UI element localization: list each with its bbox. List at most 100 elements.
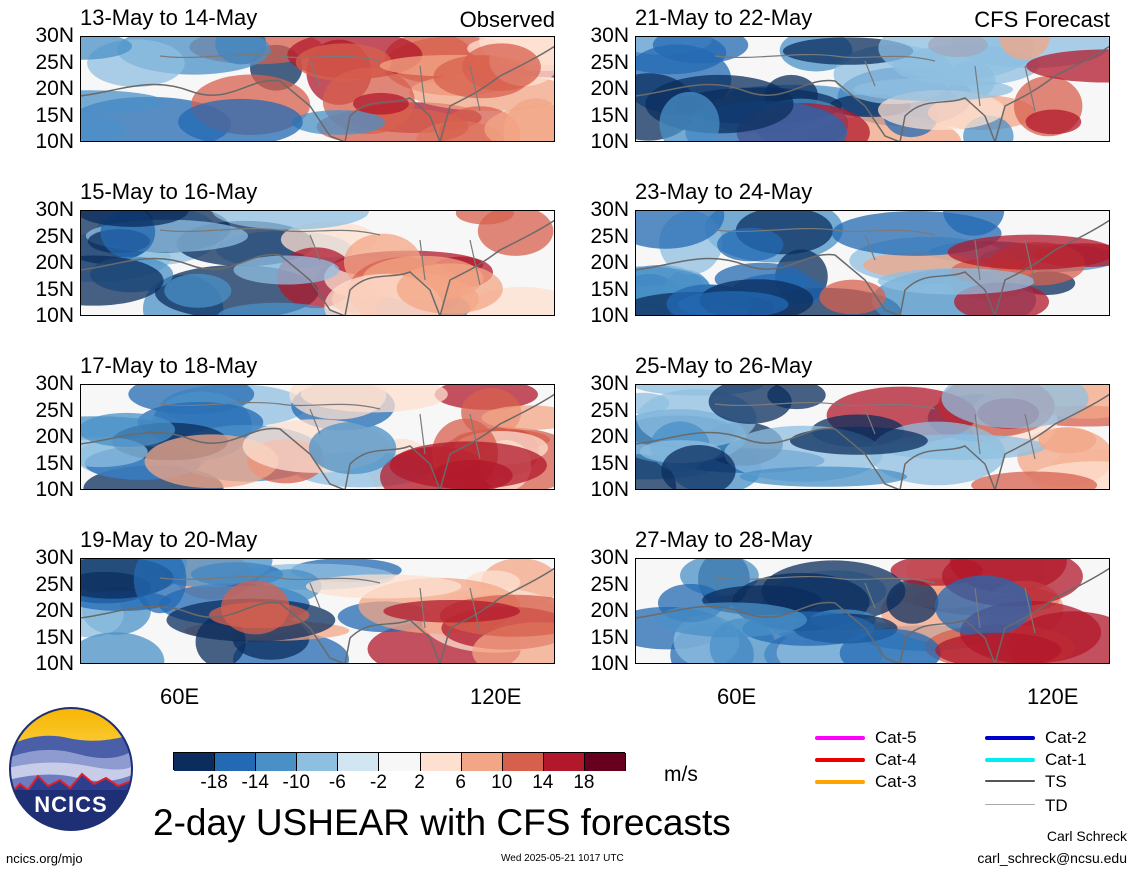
lat-label: 10N	[590, 304, 629, 327]
lat-label: 15N	[35, 625, 74, 649]
shear-map	[80, 210, 555, 316]
legend-line	[985, 804, 1035, 805]
lat-label: 20N	[590, 425, 629, 448]
colorbar-tick-label: 18	[573, 772, 595, 793]
lat-label: 15N	[590, 103, 629, 127]
panel-title: 13-May to 14-May	[80, 5, 258, 30]
legend-label: Cat-4	[875, 750, 917, 769]
legend-line	[815, 736, 865, 740]
lat-label: 30N	[590, 24, 629, 47]
lat-label: 25N	[590, 224, 629, 248]
colorbar-tick-label: 10	[491, 772, 513, 793]
colorbar-swatch	[502, 753, 544, 771]
legend-label: Cat-2	[1045, 728, 1087, 747]
panel-title: 25-May to 26-May	[635, 353, 813, 378]
shear-map	[80, 558, 555, 664]
legend-line	[815, 780, 865, 784]
legend-line	[985, 780, 1035, 782]
panel-title: 21-May to 22-May	[635, 5, 813, 30]
site: ncics.org/mjo	[6, 851, 83, 866]
lat-label: 10N	[35, 130, 74, 153]
colorbar-swatch	[379, 753, 421, 771]
colorbar-tick-label: -18	[200, 772, 228, 793]
lat-label: 25N	[35, 398, 74, 422]
lat-label: 10N	[590, 478, 629, 501]
colorbar-tick-label: -14	[241, 772, 269, 793]
colorbar-unit: m/s	[664, 763, 698, 786]
lat-label: 15N	[35, 103, 74, 127]
lat-label: 20N	[590, 77, 629, 100]
colorbar-swatch	[420, 753, 462, 771]
lat-label: 20N	[35, 599, 74, 622]
colorbar-tick-label: 14	[532, 772, 554, 793]
colorbar-tick-label: 2	[414, 772, 425, 793]
logo-text: NCICS	[34, 792, 108, 817]
main-title: 2-day USHEAR with CFS forecasts	[153, 802, 731, 843]
panel-title: 15-May to 16-May	[80, 179, 258, 204]
timestamp: Wed 2025-05-21 1017 UTC	[501, 853, 624, 864]
colorbar	[173, 752, 626, 771]
lat-label: 20N	[590, 599, 629, 622]
lat-label: 10N	[35, 652, 74, 675]
legend-label: TD	[1045, 796, 1068, 815]
shear-map	[635, 36, 1110, 142]
lon-label-120e-left: 120E	[470, 684, 522, 709]
lat-label: 25N	[590, 572, 629, 596]
panel-title: 19-May to 20-May	[80, 527, 258, 552]
lat-label: 30N	[35, 24, 74, 47]
panel-tag: CFS Forecast	[974, 7, 1110, 32]
shear-map	[80, 384, 555, 490]
author: Carl Schreck	[1046, 828, 1127, 844]
lat-label: 30N	[35, 372, 74, 395]
panel-title: 17-May to 18-May	[80, 353, 258, 378]
lon-label-60e-left: 60E	[160, 684, 200, 709]
lat-label: 25N	[590, 50, 629, 74]
lat-label: 15N	[35, 451, 74, 475]
lat-label: 20N	[35, 77, 74, 100]
colorbar-swatch	[174, 753, 216, 771]
legend-label: Cat-1	[1045, 750, 1087, 769]
colorbar-swatch	[584, 753, 626, 771]
shear-map	[635, 210, 1110, 316]
colorbar-tick-label: -10	[282, 772, 310, 793]
lat-label: 30N	[35, 198, 74, 221]
lat-label: 25N	[590, 398, 629, 422]
lat-label: 20N	[35, 425, 74, 448]
colorbar-swatch	[543, 753, 585, 771]
panel-tag: Observed	[459, 7, 555, 32]
lat-label: 20N	[35, 251, 74, 274]
lat-label: 15N	[590, 277, 629, 301]
lon-label-120e-right: 120E	[1027, 684, 1079, 709]
shear-map	[80, 36, 555, 142]
lat-label: 25N	[35, 572, 74, 596]
lat-label: 15N	[590, 451, 629, 475]
colorbar-swatch	[461, 753, 503, 771]
colorbar-swatch	[256, 753, 298, 771]
lat-label: 30N	[35, 546, 74, 569]
lat-label: 10N	[590, 130, 629, 153]
legend-label: Cat-5	[875, 728, 917, 747]
lat-label: 10N	[35, 478, 74, 501]
lat-label: 25N	[35, 224, 74, 248]
colorbar-swatch	[215, 753, 257, 771]
ncics-logo: NCICS	[8, 706, 134, 832]
legend-line	[985, 736, 1035, 740]
lat-label: 30N	[590, 546, 629, 569]
legend-line	[815, 758, 865, 762]
legend-label: Cat-3	[875, 772, 917, 791]
lat-label: 25N	[35, 50, 74, 74]
lat-label: 10N	[590, 652, 629, 675]
colorbar-swatch	[338, 753, 380, 771]
shear-map	[635, 558, 1110, 664]
lon-label-60e-right: 60E	[717, 684, 757, 709]
lat-label: 10N	[35, 304, 74, 327]
shear-map	[635, 384, 1110, 490]
lat-label: 15N	[35, 277, 74, 301]
colorbar-tick-label: -6	[328, 772, 346, 793]
lat-label: 30N	[590, 198, 629, 221]
lat-label: 15N	[590, 625, 629, 649]
email: carl_schreck@ncsu.edu	[977, 850, 1127, 866]
legend-line	[985, 758, 1035, 762]
panel-title: 27-May to 28-May	[635, 527, 813, 552]
legend-label: TS	[1045, 772, 1067, 791]
